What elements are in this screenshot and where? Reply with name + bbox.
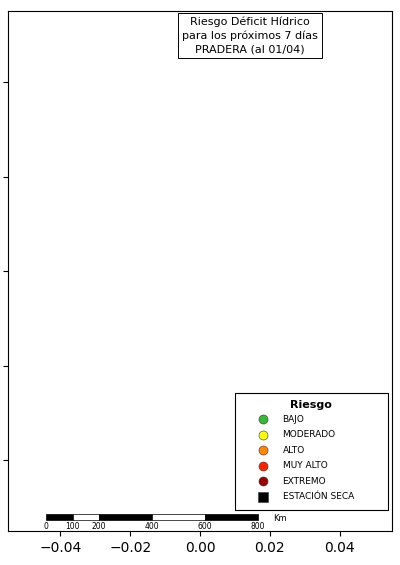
Text: 100: 100 [66, 521, 80, 531]
Text: ALTO: ALTO [282, 446, 305, 455]
Text: 800: 800 [250, 521, 265, 531]
Bar [99, 515, 152, 520]
Text: 0: 0 [44, 521, 49, 531]
Bar [152, 515, 205, 520]
Text: BAJO: BAJO [282, 415, 304, 424]
Text: 400: 400 [145, 521, 159, 531]
Text: Riesgo: Riesgo [290, 400, 332, 410]
Text: 600: 600 [198, 521, 212, 531]
Bar [46, 515, 73, 520]
Text: Km: Km [273, 515, 286, 523]
Text: Riesgo Déficit Hídrico
para los próximos 7 días
PRADERA (al 01/04): Riesgo Déficit Hídrico para los próximos… [182, 16, 318, 54]
Text: MUY ALTO: MUY ALTO [282, 461, 327, 470]
FancyBboxPatch shape [234, 393, 388, 510]
Bar [205, 515, 258, 520]
Text: MODERADO: MODERADO [282, 431, 336, 439]
Bar [73, 515, 99, 520]
Text: EXTREMO: EXTREMO [282, 477, 326, 486]
Text: 200: 200 [92, 521, 106, 531]
Text: ESTACIÓN SECA: ESTACIÓN SECA [282, 492, 354, 501]
